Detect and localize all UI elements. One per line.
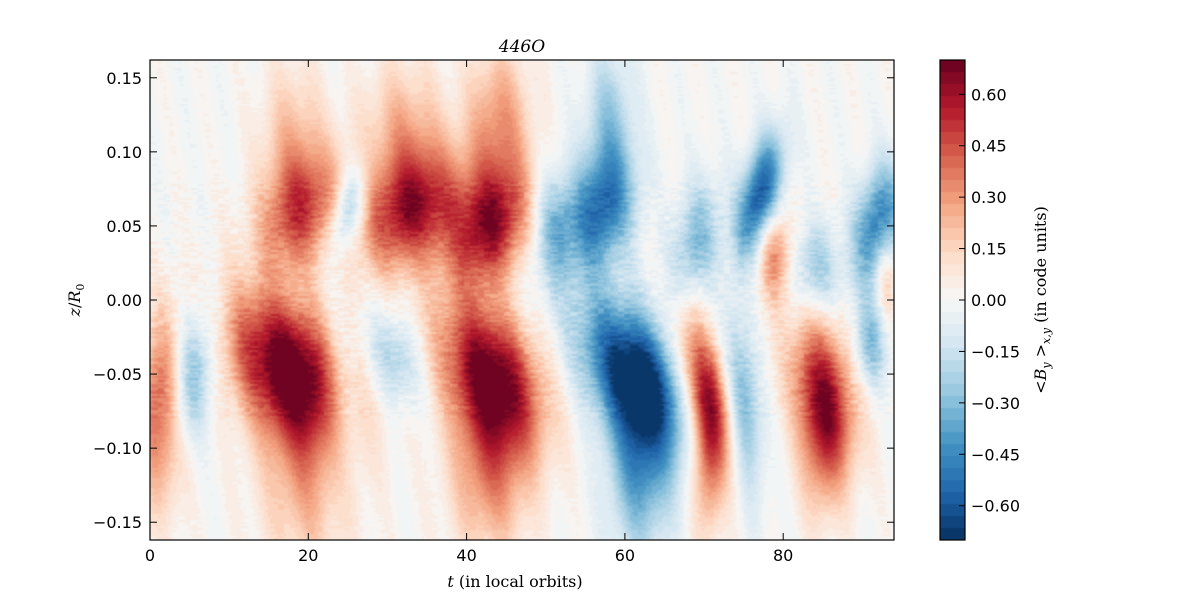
- x-tick-label: 40: [456, 546, 476, 565]
- x-tick-label: 0: [145, 546, 155, 565]
- y-axis-ticks: 0.15 0.10 0.05 0.00 −0.05 −0.10 −0.15: [93, 69, 894, 532]
- x-axis-ticks: 0 20 40 60 80: [145, 60, 793, 565]
- colorbar: 0.60 0.45 0.30 0.15 0.00 −0.15 −0.30 −0.45 −0.60: [939, 59, 1020, 541]
- colorbar-tick-label: 0.15: [971, 240, 1007, 259]
- x-tick-label: 20: [298, 546, 318, 565]
- y-axis-label: z/R0: [65, 284, 87, 318]
- y-tick-label: 0.10: [106, 143, 142, 162]
- colorbar-tick-label: 0.45: [971, 137, 1007, 156]
- heatmap-image: [150, 60, 894, 540]
- y-tick-label: 0.05: [106, 217, 142, 236]
- colorbar-tick-label: 0.60: [971, 85, 1007, 104]
- heatmap-plot-area: 0 20 40 60 80 0.15 0.10 0.05 0.00 −0.05 −0.10 −0.1…: [93, 59, 895, 565]
- colorbar-label: <By >x,y (in code units): [1031, 206, 1053, 394]
- colorbar-tick-label: −0.30: [971, 394, 1020, 413]
- y-tick-label: −0.05: [93, 365, 142, 384]
- colorbar-tick-label: −0.60: [971, 497, 1020, 516]
- y-tick-label: 0.15: [106, 69, 142, 88]
- chart-title: 446O: [498, 37, 545, 57]
- y-tick-label: −0.10: [93, 439, 142, 458]
- x-axis-label: t (in local orbits): [447, 572, 582, 591]
- colorbar-tick-label: 0.00: [971, 291, 1007, 310]
- colorbar-ticks: 0.60 0.45 0.30 0.15 0.00 −0.15 −0.30 −0.45 −0.60: [959, 85, 1020, 516]
- colorbar-tick-label: 0.30: [971, 188, 1007, 207]
- colorbar-tick-label: −0.45: [971, 445, 1020, 464]
- y-tick-label: 0.00: [106, 291, 142, 310]
- colorbar-tick-label: −0.15: [971, 342, 1020, 361]
- y-tick-label: −0.15: [93, 513, 142, 532]
- x-tick-label: 60: [615, 546, 635, 565]
- x-tick-label: 80: [773, 546, 793, 565]
